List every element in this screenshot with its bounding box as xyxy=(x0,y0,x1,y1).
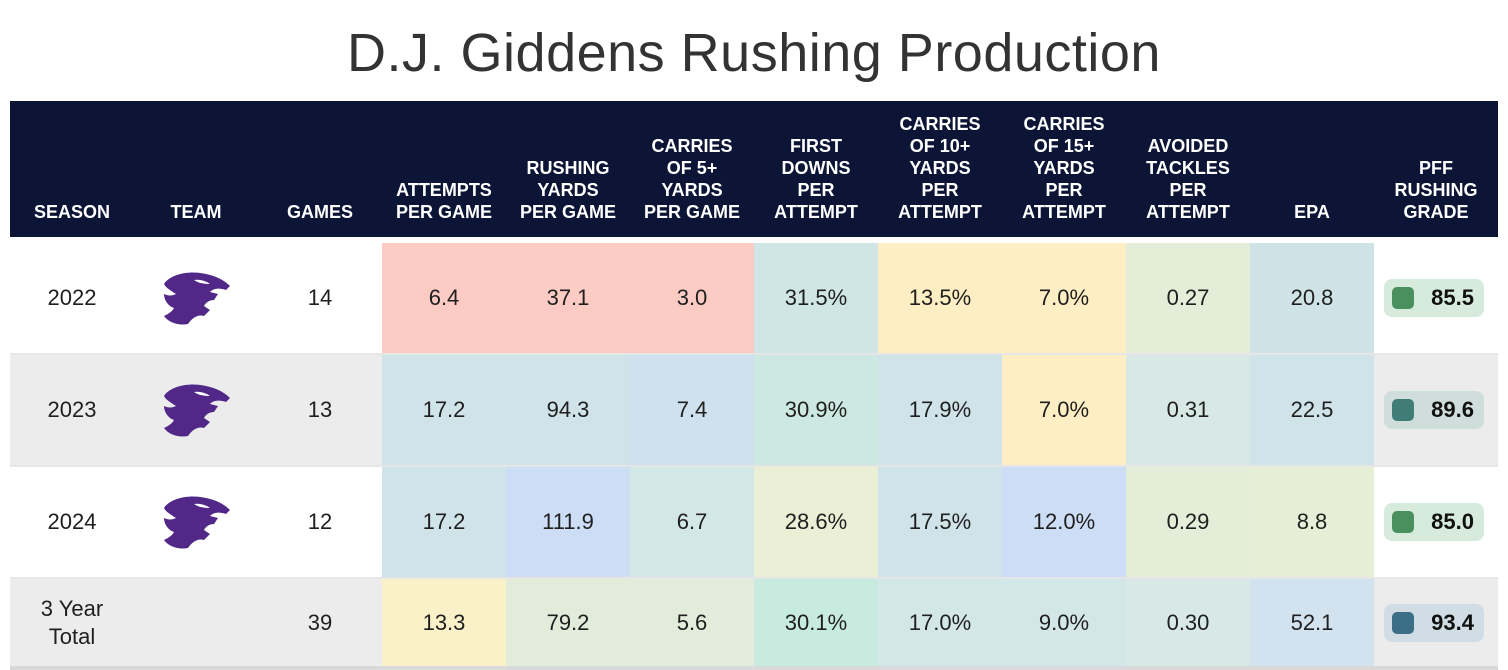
carries-5-cell: 7.4 xyxy=(630,355,754,465)
attempts-cell: 13.3 xyxy=(382,579,506,666)
avoided-tackles-cell: 0.31 xyxy=(1126,355,1250,465)
first-downs-cell: 31.5% xyxy=(754,243,878,353)
season-cell: 2022 xyxy=(47,285,97,310)
avoided-tackles-cell: 0.30 xyxy=(1126,579,1250,666)
header-avoided-tackles: AVOIDED TACKLES PER ATTEMPT xyxy=(1146,136,1230,222)
season-cell: 3 Year Total xyxy=(40,595,104,649)
row-divider xyxy=(10,353,1498,356)
header-games: GAMES xyxy=(286,202,353,222)
header-pff-grade: PFF RUSHING GRADE xyxy=(1394,158,1478,222)
epa-cell: 22.5 xyxy=(1250,355,1374,465)
grade-value: 89.6 xyxy=(1431,397,1474,422)
header-attempts: ATTEMPTS PER GAME xyxy=(395,180,492,222)
wildcat-logo-icon xyxy=(164,384,230,437)
first-downs-cell: 28.6% xyxy=(754,467,878,577)
table-row: 2023 13 17.2 94.3 7.4 30.9% 17.9% 7.0% 0.31 22.5 8… xyxy=(10,355,1498,465)
carries-10-cell: 17.9% xyxy=(878,355,1002,465)
attempts-cell: 6.4 xyxy=(382,243,506,353)
rushing-yards-cell: 79.2 xyxy=(506,579,630,666)
carries-15-cell: 7.0% xyxy=(1002,355,1126,465)
games-cell: 39 xyxy=(307,609,333,635)
epa-cell: 52.1 xyxy=(1250,579,1374,666)
header-rushing-yards: RUSHING YARDS PER GAME xyxy=(519,158,616,222)
wildcat-logo-icon xyxy=(164,272,230,325)
carries-5-cell: 6.7 xyxy=(630,467,754,577)
rushing-yards-cell: 94.3 xyxy=(506,355,630,465)
avoided-tackles-cell: 0.29 xyxy=(1126,467,1250,577)
carries-15-cell: 12.0% xyxy=(1002,467,1126,577)
header-carries-15: CARRIES OF 15+ YARDS PER ATTEMPT xyxy=(1022,114,1106,222)
carries-15-cell: 9.0% xyxy=(1002,579,1126,666)
carries-10-cell: 17.5% xyxy=(878,467,1002,577)
grade-color-swatch xyxy=(1392,399,1414,421)
season-cell: 2023 xyxy=(47,397,97,422)
avoided-tackles-cell: 0.27 xyxy=(1126,243,1250,353)
header-epa: EPA xyxy=(1294,202,1330,222)
first-downs-cell: 30.9% xyxy=(754,355,878,465)
team-cell xyxy=(134,467,258,577)
wildcat-logo-icon xyxy=(164,496,230,549)
epa-cell: 20.8 xyxy=(1250,243,1374,353)
carries-5-cell: 5.6 xyxy=(630,579,754,666)
games-cell: 13 xyxy=(307,397,333,422)
header-season: SEASON xyxy=(33,202,111,222)
grade-color-swatch xyxy=(1392,611,1414,634)
pff-grade-badge: 85.5 xyxy=(1384,279,1484,317)
stats-table: SEASON TEAM GAMES ATTEMPTS PER GAME RUSH… xyxy=(10,101,1498,670)
carries-15-cell: 7.0% xyxy=(1002,243,1126,353)
games-cell: 14 xyxy=(307,285,333,310)
page-title: D.J. Giddens Rushing Production xyxy=(347,23,1161,83)
grade-value: 93.4 xyxy=(1431,609,1474,635)
attempts-cell: 17.2 xyxy=(382,355,506,465)
header-team: TEAM xyxy=(170,202,222,222)
table-row: 3 Year Total 39 13.3 79.2 5.6 30.1% 17.0% 9.0% 0… xyxy=(10,579,1498,666)
grade-value: 85.5 xyxy=(1431,285,1474,310)
epa-cell: 8.8 xyxy=(1250,467,1374,577)
row-divider xyxy=(10,577,1498,580)
table-bottom-border xyxy=(10,666,1498,670)
rushing-yards-cell: 37.1 xyxy=(506,243,630,353)
grade-value: 85.0 xyxy=(1431,509,1474,534)
games-cell: 12 xyxy=(307,509,333,534)
table-row: 2022 14 6.4 37.1 3.0 31.5% 13.5% 7.0% 0.27 20.8 85… xyxy=(10,243,1498,353)
pff-grade-badge: 85.0 xyxy=(1384,503,1484,541)
carries-10-cell: 17.0% xyxy=(878,579,1002,666)
first-downs-cell: 30.1% xyxy=(754,579,878,666)
carries-5-cell: 3.0 xyxy=(630,243,754,353)
table-header: SEASON TEAM GAMES ATTEMPTS PER GAME RUSH… xyxy=(10,101,1498,237)
pff-grade-badge: 89.6 xyxy=(1384,391,1484,429)
table-row: 2024 12 17.2 111.9 6.7 28.6% 17.5% 12.0% 0.29 8.8… xyxy=(10,467,1498,577)
row-divider xyxy=(10,465,1498,468)
season-cell: 2024 xyxy=(47,509,97,534)
header-carries-5: CARRIES OF 5+ YARDS PER GAME xyxy=(643,136,740,222)
rushing-yards-cell: 111.9 xyxy=(506,467,630,577)
header-carries-10: CARRIES OF 10+ YARDS PER ATTEMPT xyxy=(898,114,982,222)
carries-10-cell: 13.5% xyxy=(878,243,1002,353)
header-first-downs: FIRST DOWNS PER ATTEMPT xyxy=(774,136,858,222)
pff-grade-badge: 93.4 xyxy=(1384,603,1484,642)
grade-color-swatch xyxy=(1392,511,1414,533)
grade-color-swatch xyxy=(1392,287,1414,309)
team-cell xyxy=(134,355,258,465)
team-cell xyxy=(134,579,258,666)
team-cell xyxy=(134,243,258,353)
attempts-cell: 17.2 xyxy=(382,467,506,577)
